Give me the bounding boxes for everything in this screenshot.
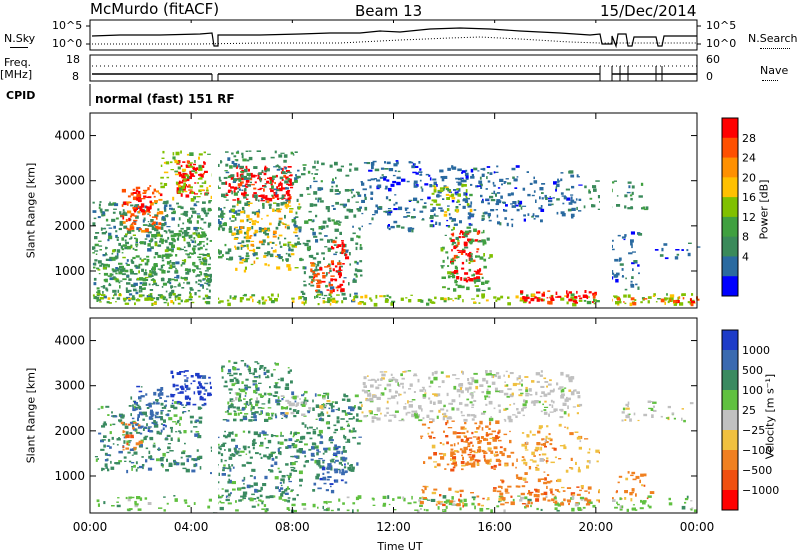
colorbar-tick-label: 24: [742, 152, 756, 165]
power-plot: 1000 2000 3000 4000: [54, 112, 701, 309]
colorbar-tick-label: −100: [742, 444, 772, 457]
colorbar-tick-label: 4: [742, 250, 749, 263]
x-tick-label: 20:00: [579, 520, 614, 534]
colorbar-segment: [722, 197, 738, 218]
noise-tick-right-low: 10^0: [706, 37, 737, 50]
noise-panel: [86, 19, 701, 51]
colorbar-segment: [722, 350, 738, 371]
colorbar-segment: [722, 370, 738, 391]
noise-tick-left-low: 10^0: [52, 37, 83, 50]
colorbar-tick-label: 28: [742, 132, 756, 145]
velocity-y-axis: 1000 2000 3000 4000: [54, 334, 697, 483]
freq-nave-panel: [89, 54, 698, 82]
colorbar-tick-label: 25: [742, 404, 756, 417]
x-axis-label: Time UT: [377, 540, 423, 553]
colorbar-segment: [722, 490, 738, 511]
y-tick-label: 2000: [54, 424, 85, 438]
velocity-colorbar-title: Velocity [m s⁻¹]: [763, 373, 777, 460]
colorbar-tick-label: 12: [742, 211, 756, 224]
y-tick-label: 4000: [54, 129, 85, 143]
freq-tick-high: 18: [66, 53, 80, 66]
beam-title: Beam 13: [355, 2, 423, 20]
y-tick-label: 2000: [54, 219, 85, 233]
colorbar-tick-label: 16: [742, 191, 756, 204]
station-title: McMurdo (fitACF): [90, 0, 220, 18]
x-tick-label: 04:00: [174, 520, 209, 534]
colorbar-segment: [722, 157, 738, 178]
y-tick-label: 1000: [54, 469, 85, 483]
colorbar-tick-label: 1000: [742, 344, 770, 357]
date-title: 15/Dec/2014: [600, 2, 697, 20]
colorbar-segment: [722, 410, 738, 431]
power-colorbar: 28 24 20 16 12 8 4: [721, 117, 756, 297]
x-tick-label: 16:00: [477, 520, 512, 534]
colorbar-tick-label: −1000: [742, 484, 779, 497]
velocity-scatter: [94, 319, 697, 514]
colorbar-tick-label: 100: [742, 384, 763, 397]
cpid-text: normal (fast) 151 RF: [95, 92, 235, 106]
colorbar-segment: [722, 276, 738, 297]
y-tick-label: 1000: [54, 264, 85, 278]
colorbar-frame: [721, 117, 739, 297]
power-y-axis: 1000 2000 3000 4000: [54, 129, 697, 278]
colorbar-segment: [722, 330, 738, 351]
nave-tick-low: 0: [706, 70, 713, 83]
colorbar-segment: [722, 216, 738, 238]
velocity-ylabel: Slant Range [km]: [24, 367, 38, 464]
colorbar-segment: [722, 256, 738, 277]
colorbar-segment: [722, 450, 738, 471]
colorbar-segment: [722, 390, 738, 411]
colorbar-tick-label: 20: [742, 171, 756, 184]
freq-tick-low: 8: [72, 70, 79, 83]
nave-legend-line: [762, 80, 778, 81]
colorbar-segment: [722, 177, 738, 198]
x-tick-label: 00:00: [680, 520, 715, 534]
x-tick-label: 00:00: [73, 520, 108, 534]
freq-label-2: [MHz]: [0, 68, 33, 81]
colorbar-segment: [722, 236, 738, 257]
colorbar-tick-label: 8: [742, 231, 749, 244]
power-ylabel: Slant Range [km]: [24, 162, 38, 259]
cpid-label: CPID: [6, 89, 36, 102]
colorbar-segment: [722, 118, 738, 139]
nave-tick-high: 60: [706, 53, 720, 66]
nsearch-trace: [92, 36, 697, 45]
y-tick-label: 4000: [54, 334, 85, 348]
nsearch-label: N.Search: [748, 32, 798, 45]
x-tick-label: 12:00: [376, 520, 411, 534]
x-tick-label: 08:00: [275, 520, 310, 534]
colorbar-frame: [721, 329, 739, 511]
noise-tick-right-high: 10^5: [706, 19, 737, 32]
colorbar-segment: [722, 430, 738, 451]
colorbar-segment: [722, 137, 738, 159]
nsearch-legend-line: [760, 48, 790, 49]
velocity-plot: 1000 2000 3000 4000: [54, 317, 698, 514]
velocity-colorbar: 1000 500 100 25 −25 −100 −500 −1000: [721, 329, 779, 511]
nsky-legend-line: [10, 47, 28, 48]
y-tick-label: 3000: [54, 379, 85, 393]
nsky-trace: [91, 27, 697, 49]
y-tick-label: 3000: [54, 174, 85, 188]
colorbar-segment: [722, 470, 738, 491]
noise-tick-left-high: 10^5: [52, 19, 83, 32]
colorbar-tick-label: 500: [742, 364, 763, 377]
x-axis: 00:00 04:00 08:00 12:00 16:00 20:00 00:00: [73, 20, 715, 534]
colorbar-tick-label: −500: [742, 464, 772, 477]
colorbar-tick-label: −25: [742, 424, 765, 437]
freq-label-1: Freq.: [4, 56, 32, 69]
power-scatter: [92, 114, 701, 307]
power-colorbar-title: Power [dB]: [757, 179, 771, 240]
nave-label: Nave: [760, 64, 789, 77]
nsky-label: N.Sky: [4, 32, 36, 45]
